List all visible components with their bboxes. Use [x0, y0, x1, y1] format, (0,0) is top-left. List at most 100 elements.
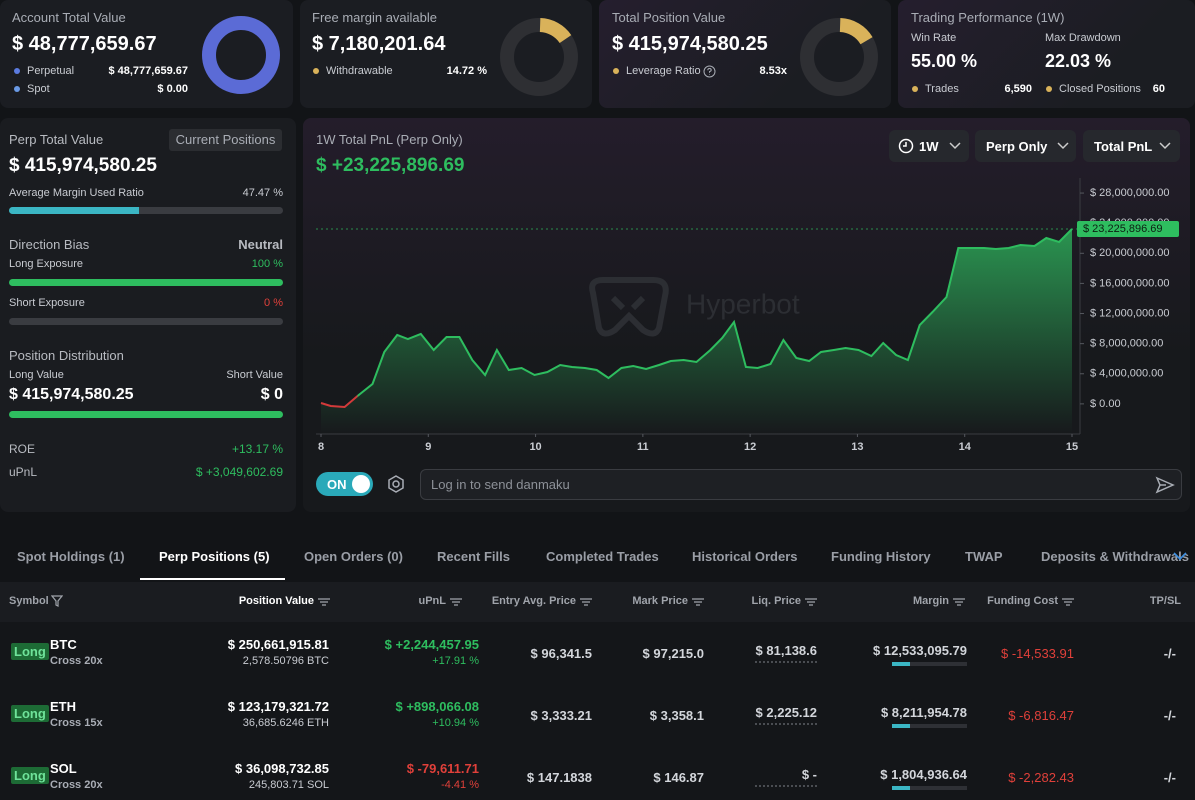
value: $ 415,974,580.25	[9, 386, 134, 403]
card-title: Total Position Value	[612, 10, 726, 25]
column-header[interactable]: Mark Price	[632, 595, 688, 607]
liq: $ -	[801, 767, 817, 782]
label: Short Exposure	[9, 297, 85, 309]
scope-select[interactable]: Perp Only	[975, 130, 1076, 162]
legend-dot	[313, 68, 319, 74]
panel-title: Perp Total Value	[9, 132, 104, 147]
tag[interactable]: Current Positions	[169, 129, 282, 151]
stat-label: Win Rate	[911, 32, 957, 44]
sort-icon[interactable]	[1062, 597, 1074, 607]
liq: $ 2,225.12	[755, 705, 817, 720]
x-tick-label: 14	[959, 441, 972, 453]
legend-dot	[912, 86, 918, 92]
tab[interactable]: Historical Orders	[692, 549, 798, 564]
filter-icon[interactable]	[51, 595, 63, 607]
column-header[interactable]: Funding Cost	[987, 595, 1058, 607]
sort-icon[interactable]	[318, 597, 330, 607]
donut-track	[500, 18, 578, 96]
progress-bar	[9, 318, 283, 325]
card-title: Account Total Value	[12, 10, 126, 25]
upnl: $ +898,066.08	[395, 699, 480, 714]
positions-table: Symbol Position Value uPnL Entry Avg. Price…	[0, 582, 1195, 800]
upnl: $ +2,244,457.95	[384, 637, 479, 652]
stat-label: Max Drawdown	[1045, 32, 1121, 44]
y-tick-label: $ 4,000,000.00	[1090, 368, 1163, 380]
tab-underline	[140, 578, 285, 580]
danmaku-toggle[interactable]: ON	[316, 472, 373, 496]
y-tick-label: $ 28,000,000.00	[1090, 187, 1170, 199]
column-header[interactable]: Entry Avg. Price	[491, 595, 576, 607]
tab[interactable]: Completed Trades	[546, 549, 659, 564]
legend-dot	[14, 68, 20, 74]
tab[interactable]: Spot Holdings (1)	[17, 549, 125, 564]
metric-select[interactable]: Total PnL	[1083, 130, 1180, 162]
margin-bar-fill	[892, 662, 910, 666]
help-icon[interactable]	[703, 65, 716, 78]
label: ROE	[9, 442, 36, 456]
settings-icon[interactable]	[387, 475, 405, 493]
column-header[interactable]: Symbol	[9, 595, 49, 607]
size: 245,803.71 SOL	[248, 779, 329, 791]
position-card: Total Position Value $ 415,974,580.25 Le…	[599, 0, 891, 108]
upnl-pct: -4.41 %	[441, 779, 479, 791]
tab[interactable]: Recent Fills	[437, 549, 510, 564]
toggle-label: ON	[327, 477, 347, 492]
margin-bar-fill	[892, 786, 910, 790]
mark: $ 97,215.0	[642, 646, 704, 661]
column-header[interactable]: Margin	[912, 595, 949, 607]
item-value: 14.72 %	[446, 65, 487, 77]
last-value-tag	[1077, 221, 1179, 238]
progress-bar	[9, 207, 283, 214]
item-label: Closed Positions	[1059, 83, 1141, 95]
item-value: 6,590	[1004, 83, 1032, 95]
value: $ 0	[260, 386, 283, 403]
tab[interactable]: Perp Positions (5)	[159, 549, 270, 564]
donut-track	[800, 18, 878, 96]
x-tick-label: 12	[744, 441, 756, 453]
range-select[interactable]: 1W	[889, 130, 969, 162]
liq: $ 81,138.6	[755, 643, 817, 658]
entry: $ 147.1838	[526, 770, 592, 785]
upnl: $ -79,611.71	[406, 761, 479, 776]
tab[interactable]: Funding History	[831, 549, 931, 564]
symbol: ETH	[50, 699, 76, 714]
table-row: Long ETH Cross 15x $ 123,179,321.72 36,685.6…	[0, 684, 1195, 747]
danmaku-input[interactable]: Log in to send danmaku	[420, 469, 1182, 500]
button-label: Perp Only	[986, 139, 1048, 154]
item-label: Perpetual	[27, 65, 75, 77]
card-value: $ 7,180,201.64	[312, 33, 446, 55]
column-header[interactable]: Position Value	[238, 595, 314, 607]
tab[interactable]: Open Orders (0)	[304, 549, 403, 564]
sort-icon[interactable]	[805, 597, 817, 607]
pnl-value: $ +23,225,896.69	[316, 155, 465, 176]
value: $ +3,049,602.69	[195, 465, 283, 479]
table-header: Symbol Position Value uPnL Entry Avg. Price…	[0, 582, 1195, 622]
y-tick-label: $ 8,000,000.00	[1090, 338, 1163, 350]
label: Short Value	[226, 369, 283, 381]
value: 47.47 %	[242, 187, 283, 199]
column-header[interactable]: TP/SL	[1149, 595, 1181, 607]
sort-icon[interactable]	[692, 597, 704, 607]
sort-icon[interactable]	[580, 597, 592, 607]
label: Average Margin Used Ratio	[9, 187, 144, 199]
last-value-label: $ 23,225,896.69	[1083, 223, 1163, 235]
symbol: BTC	[50, 637, 77, 652]
column-header[interactable]: uPnL	[418, 595, 447, 607]
position-value: $ 123,179,321.72	[227, 699, 329, 714]
sort-icon[interactable]	[953, 597, 965, 607]
legend-dot	[613, 68, 619, 74]
tab[interactable]: TWAP	[965, 549, 1003, 564]
liq-underline	[755, 661, 817, 663]
tpsl: -/-	[1163, 646, 1176, 661]
position-value: $ 36,098,732.85	[235, 761, 329, 776]
funding: $ -14,533.91	[1000, 646, 1074, 661]
side-badge: Long	[11, 767, 49, 784]
sort-icon[interactable]	[450, 597, 462, 607]
tab[interactable]: Deposits & Withdrawals	[1041, 549, 1189, 564]
placeholder: Log in to send danmaku	[431, 477, 570, 492]
column-header[interactable]: Liq. Price	[751, 595, 801, 607]
tabs-more[interactable]	[1173, 552, 1187, 561]
x-tick-label: 15	[1066, 441, 1078, 453]
margin: $ 1,804,936.64	[880, 767, 967, 782]
